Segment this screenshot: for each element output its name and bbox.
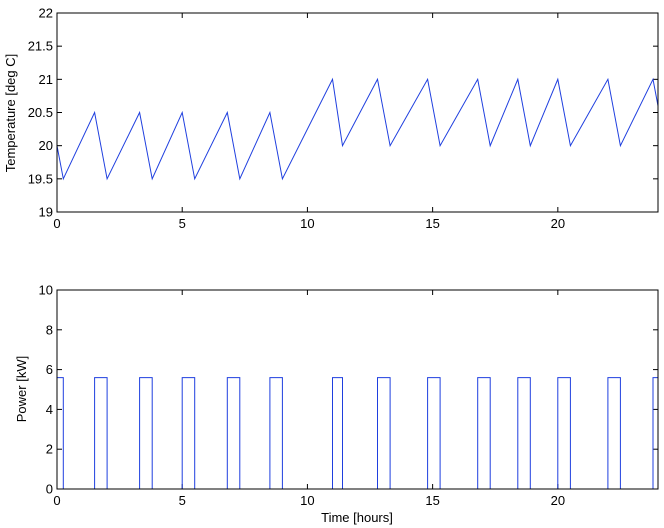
x-tick-label: 0 — [53, 216, 60, 231]
y-tick-label: 21 — [39, 72, 53, 87]
x-tick-label: 10 — [300, 216, 314, 231]
axes-frame — [56, 289, 659, 490]
x-tick-label: 0 — [53, 493, 60, 508]
axes-frame — [56, 12, 659, 213]
power-series-line — [56, 377, 659, 490]
x-tick-label: 5 — [179, 216, 186, 231]
temperature-y-axis-label: Temperature [deg C] — [3, 54, 18, 173]
y-tick-label: 4 — [46, 402, 53, 417]
y-tick-label: 20.5 — [28, 105, 53, 120]
y-tick-label: 19.5 — [28, 171, 53, 186]
x-tick-label: 15 — [425, 493, 439, 508]
y-tick-label: 21.5 — [28, 39, 53, 54]
x-tick-label: 15 — [425, 216, 439, 231]
y-tick-label: 0 — [46, 482, 53, 497]
power-plot: Power [kW] Time [hours] 0 5 10 15 20 0 2 4 6 8 10 — [14, 283, 659, 525]
x-tick-label: 20 — [551, 493, 565, 508]
x-tick-label: 20 — [551, 216, 565, 231]
y-tick-label: 10 — [39, 283, 53, 298]
y-tick-label: 20 — [39, 138, 53, 153]
temperature-plot: Temperature [deg C] 0 5 10 15 20 19 19.5 20 20.5… — [3, 6, 659, 231]
y-tick-label: 19 — [39, 205, 53, 220]
power-x-axis-label: Time [hours] — [321, 510, 393, 525]
y-tick-label: 8 — [46, 322, 53, 337]
y-tick-label: 22 — [39, 6, 53, 21]
temperature-series-line — [56, 77, 659, 181]
power-y-axis-label: Power [kW] — [14, 356, 29, 422]
y-tick-label: 6 — [46, 362, 53, 377]
y-tick-label: 2 — [46, 442, 53, 457]
x-tick-label: 10 — [300, 493, 314, 508]
x-tick-label: 5 — [179, 493, 186, 508]
